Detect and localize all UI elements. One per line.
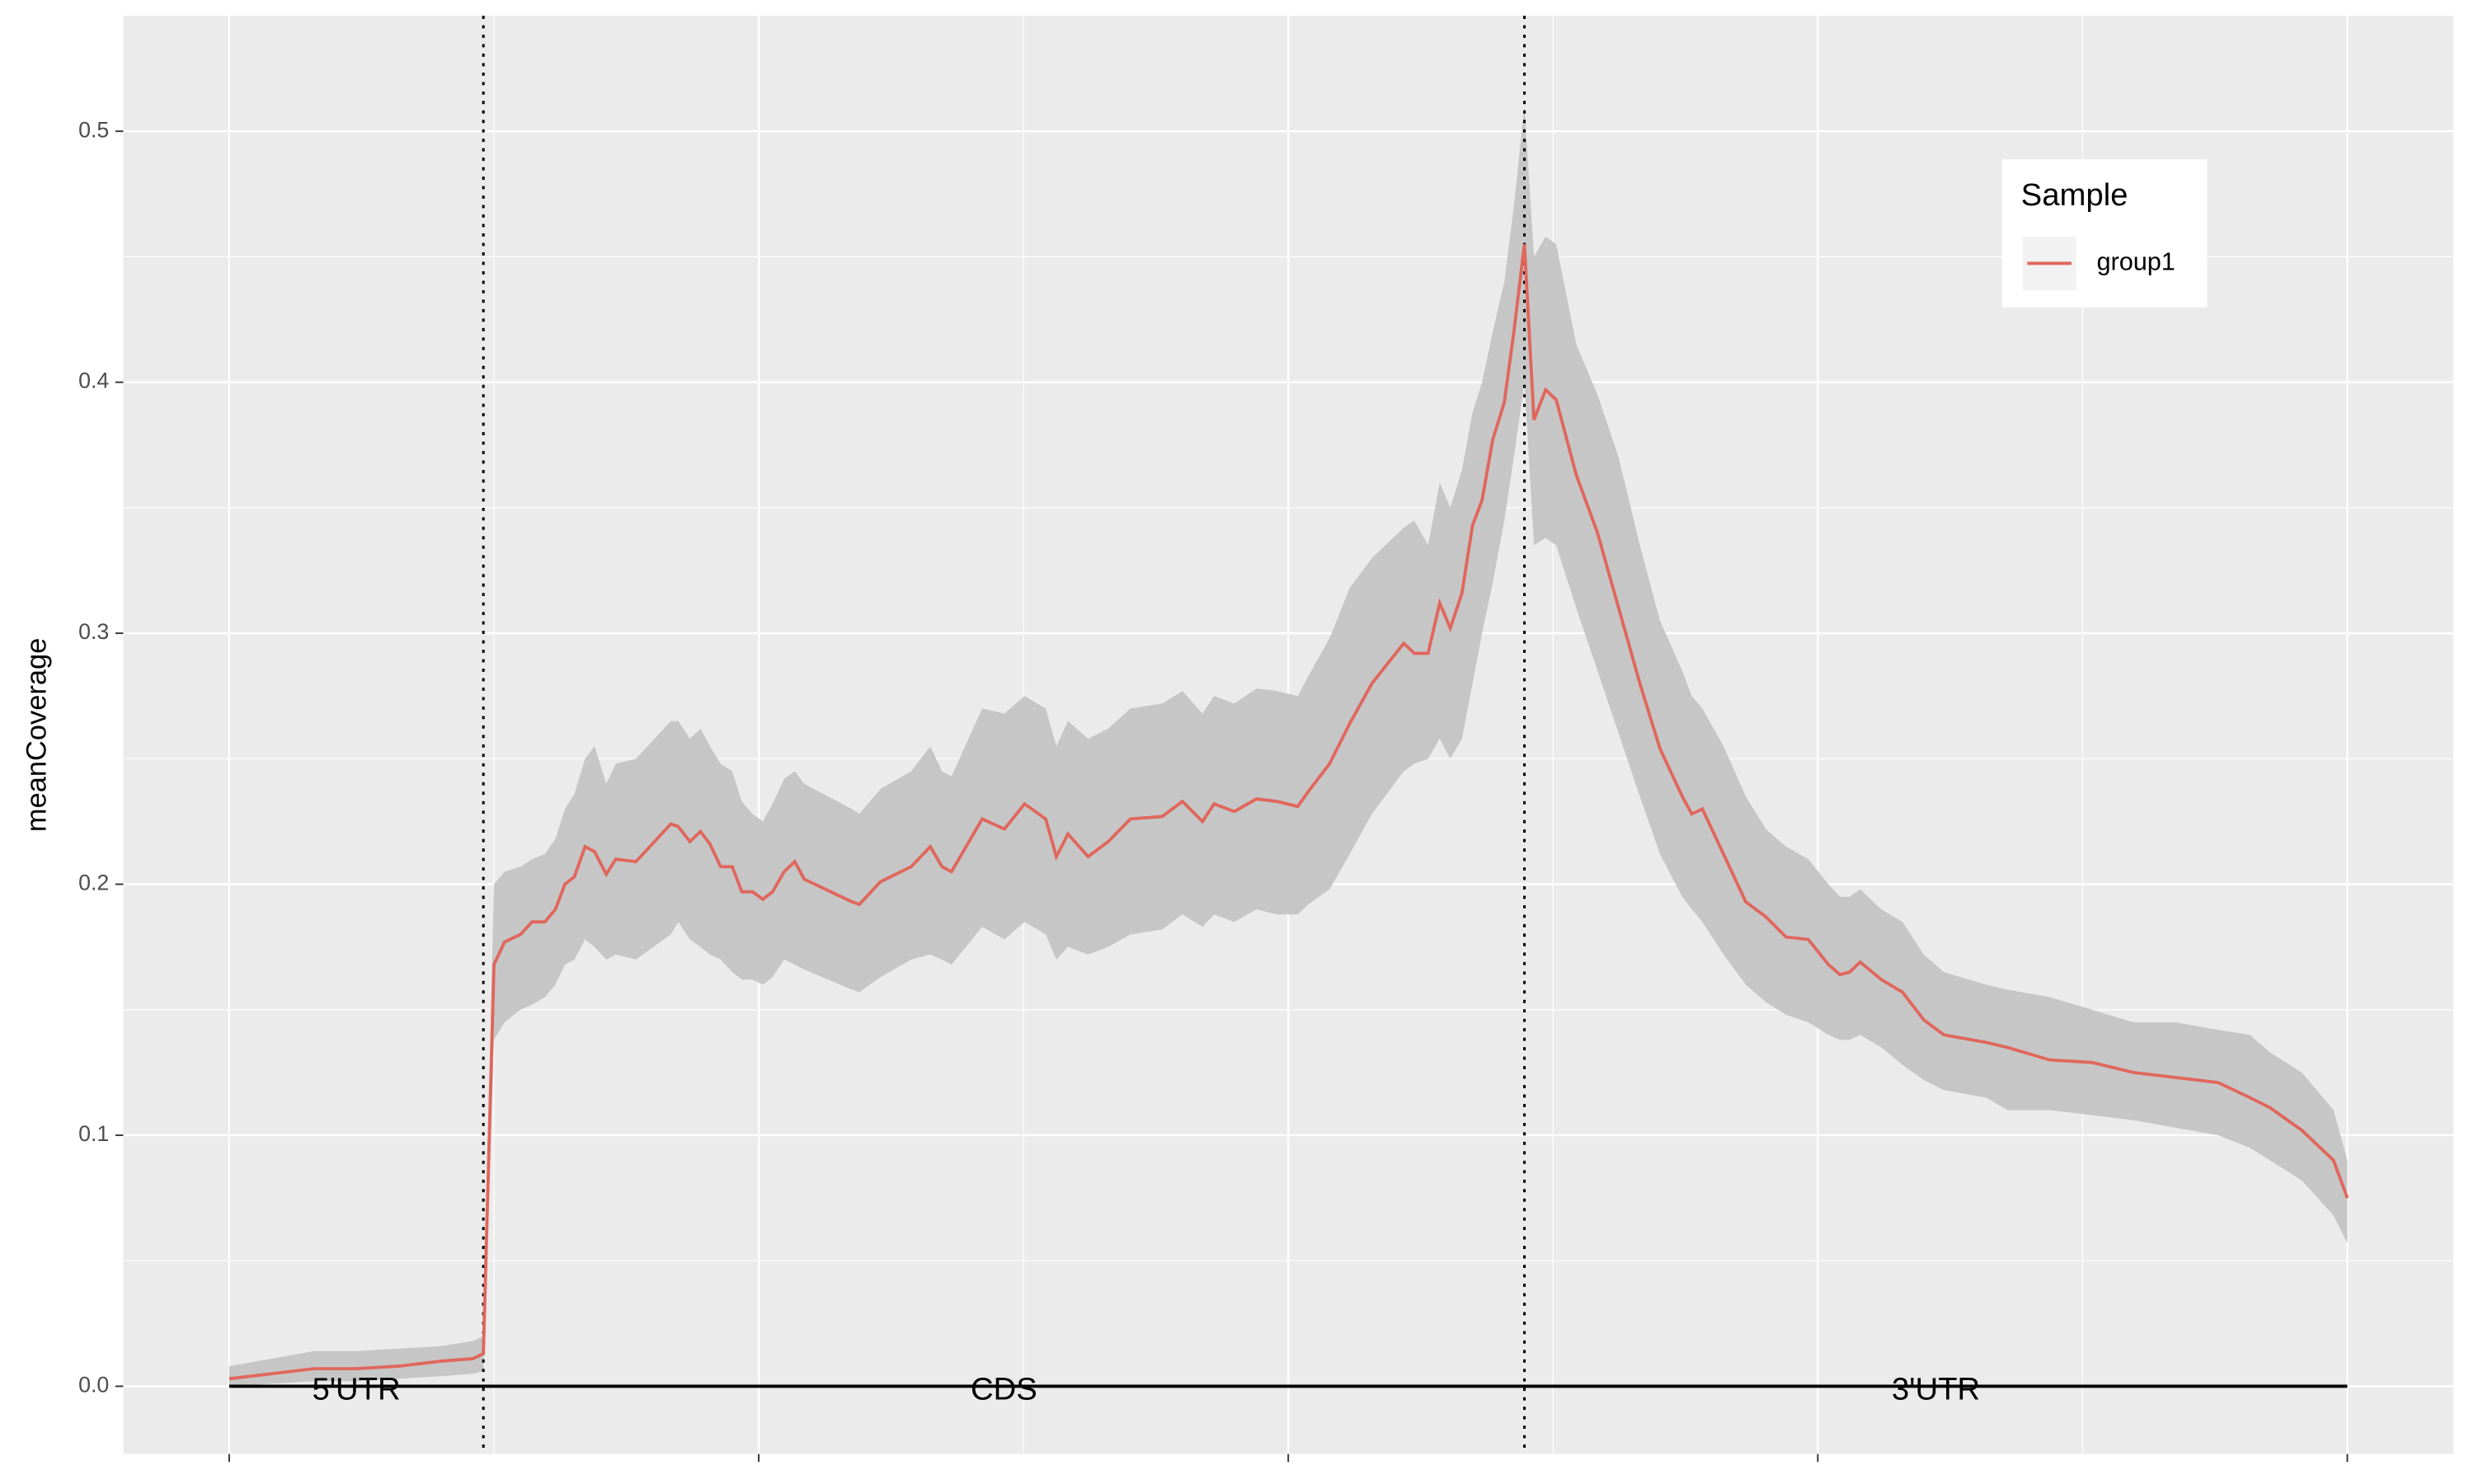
legend-label: group1 [2097, 248, 2175, 276]
marks: 5'UTR CDS 3'UTR [228, 16, 2349, 1454]
region-label: CDS [971, 1371, 1037, 1407]
region-label: 5'UTR [312, 1371, 400, 1407]
y-tick-label: 0.5 [78, 117, 109, 142]
y-tick-label: 0.1 [78, 1121, 109, 1146]
y-tick-label: 0.2 [78, 871, 109, 895]
y-tick-label: 0.0 [78, 1373, 109, 1397]
legend-title: Sample [2021, 177, 2128, 213]
legend: Sample group1 [2001, 159, 2208, 308]
axes: 0.0 0.1 0.2 0.3 0.4 0.5 [78, 117, 2349, 1463]
region-label: 3'UTR [1892, 1371, 1980, 1407]
y-axis-title: meanCoverage [21, 638, 52, 832]
line [228, 243, 2349, 1381]
y-tick-label: 0.4 [78, 369, 109, 393]
y-tick-label: 0.3 [78, 619, 109, 644]
ribbon [228, 106, 2348, 1387]
